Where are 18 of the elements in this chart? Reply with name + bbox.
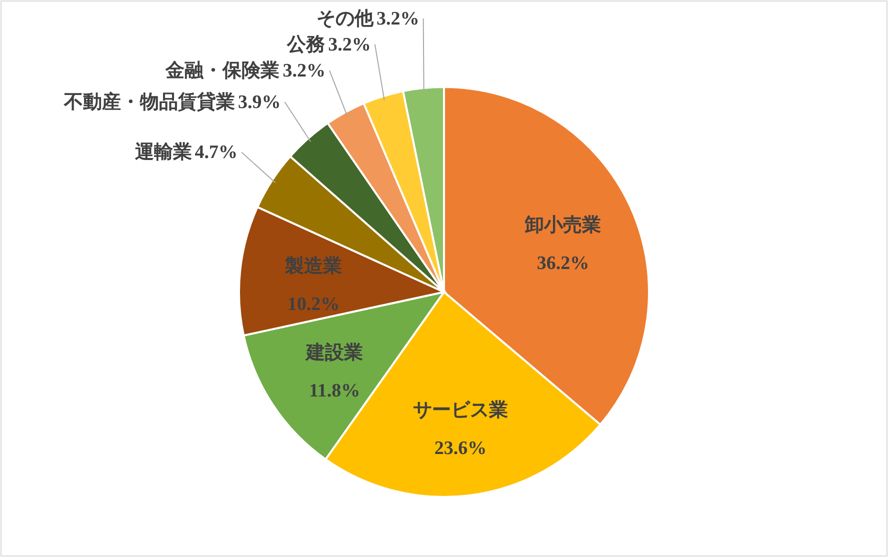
slice-label: 建設業 [304,341,364,364]
slice-label: 運輸業 [134,142,192,164]
slice-label: その他 [316,8,375,30]
slice-label: 公務 [286,34,326,56]
slice-label: 不動産・物品賃貸業 [62,90,235,113]
data-label: 3.9% [238,92,281,113]
data-label: 4.7% [194,142,238,164]
data-label: 36.2% [536,252,590,274]
slice-label: 製造業 [284,255,342,278]
slice-label: 卸小売業 [524,214,602,236]
slice-label: 金融・保険業 [164,60,280,82]
data-label: 23.6% [434,438,487,460]
data-label: 3.2% [328,34,371,56]
data-label: 10.2% [287,294,340,316]
data-label: 3.2% [376,8,420,30]
data-label: 11.8% [308,380,360,402]
slice-label: サービス業 [412,400,508,422]
data-label: 3.2% [282,60,326,82]
